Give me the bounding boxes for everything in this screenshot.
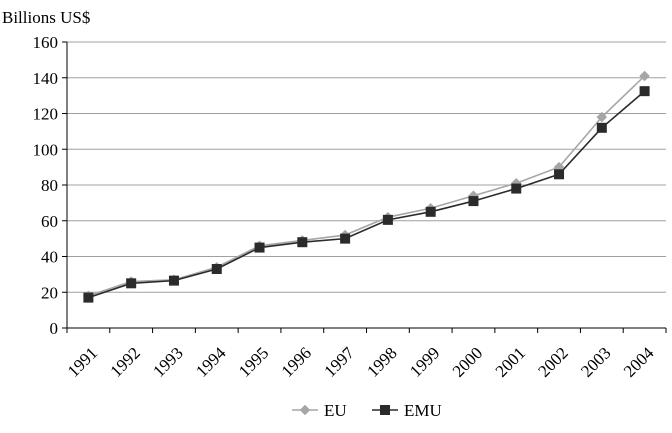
legend-label-eu: EU bbox=[324, 401, 347, 420]
x-tick-label-1999: 1999 bbox=[406, 343, 443, 380]
y-tick-label-80: 80 bbox=[41, 176, 58, 195]
data-point-eu-2004 bbox=[639, 70, 650, 82]
legend-label-emu: EMU bbox=[404, 401, 442, 420]
y-tick-label-0: 0 bbox=[50, 319, 59, 338]
y-tick-label-60: 60 bbox=[41, 212, 58, 231]
data-point-emu-1992 bbox=[126, 278, 137, 289]
series-line-emu bbox=[88, 90, 646, 299]
x-tick-label-1995: 1995 bbox=[235, 343, 272, 380]
x-tick-label-1994: 1994 bbox=[192, 343, 230, 381]
x-tick-label-2001: 2001 bbox=[492, 343, 529, 380]
data-point-emu-1991 bbox=[83, 292, 94, 303]
x-axis-tick-labels: 1991 1992 1993 1994 1995 1996 1997 1998 1999 2000… bbox=[64, 343, 658, 381]
data-point-emu-2001 bbox=[511, 183, 522, 194]
x-tick-label-1991: 1991 bbox=[64, 343, 101, 380]
data-point-emu-2000 bbox=[468, 196, 479, 207]
data-point-emu-1999 bbox=[425, 206, 436, 217]
x-tick-label-1996: 1996 bbox=[278, 343, 315, 380]
legend-item-emu: EMU bbox=[372, 401, 442, 420]
x-tick-label-1992: 1992 bbox=[107, 343, 144, 380]
y-tick-label-100: 100 bbox=[33, 140, 59, 159]
data-point-emu-2002 bbox=[554, 169, 565, 180]
data-point-emu-1993 bbox=[168, 275, 179, 286]
x-tick-label-2000: 2000 bbox=[449, 343, 486, 380]
x-tick-label-2003: 2003 bbox=[577, 343, 614, 380]
data-point-emu-2004 bbox=[639, 86, 650, 97]
y-tick-label-40: 40 bbox=[41, 248, 58, 267]
series-emu bbox=[83, 86, 650, 303]
data-point-emu-1996 bbox=[297, 237, 308, 248]
legend-item-eu: EU bbox=[292, 401, 347, 420]
data-point-emu-1995 bbox=[254, 242, 265, 253]
y-axis-unit-label: Billions US$ bbox=[2, 8, 90, 27]
legend: EU EMU bbox=[292, 401, 442, 420]
data-point-eu-2003 bbox=[596, 111, 608, 123]
series-group bbox=[83, 70, 650, 303]
series-eu bbox=[83, 70, 650, 302]
y-axis-tick-labels: 0 20 40 60 80 100 120 140 160 bbox=[33, 33, 59, 338]
x-tick-label-2004: 2004 bbox=[620, 343, 658, 381]
gridlines bbox=[67, 41, 666, 293]
y-tick-label-160: 160 bbox=[33, 33, 59, 52]
data-point-emu-1998 bbox=[382, 214, 393, 225]
data-point-emu-2003 bbox=[596, 122, 607, 133]
x-tick-label-1998: 1998 bbox=[363, 343, 400, 380]
x-tick-label-1997: 1997 bbox=[320, 343, 358, 381]
y-tick-label-120: 120 bbox=[33, 105, 59, 124]
legend-marker-eu bbox=[299, 404, 311, 416]
data-point-emu-1997 bbox=[340, 233, 351, 244]
series-line-eu bbox=[88, 75, 646, 297]
axes bbox=[62, 41, 667, 333]
data-point-emu-1994 bbox=[211, 264, 222, 275]
x-tick-label-1993: 1993 bbox=[149, 343, 186, 380]
legend-marker-emu bbox=[380, 405, 390, 415]
x-tick-label-2002: 2002 bbox=[534, 343, 571, 380]
y-tick-label-140: 140 bbox=[33, 69, 59, 88]
y-tick-label-20: 20 bbox=[41, 283, 58, 302]
